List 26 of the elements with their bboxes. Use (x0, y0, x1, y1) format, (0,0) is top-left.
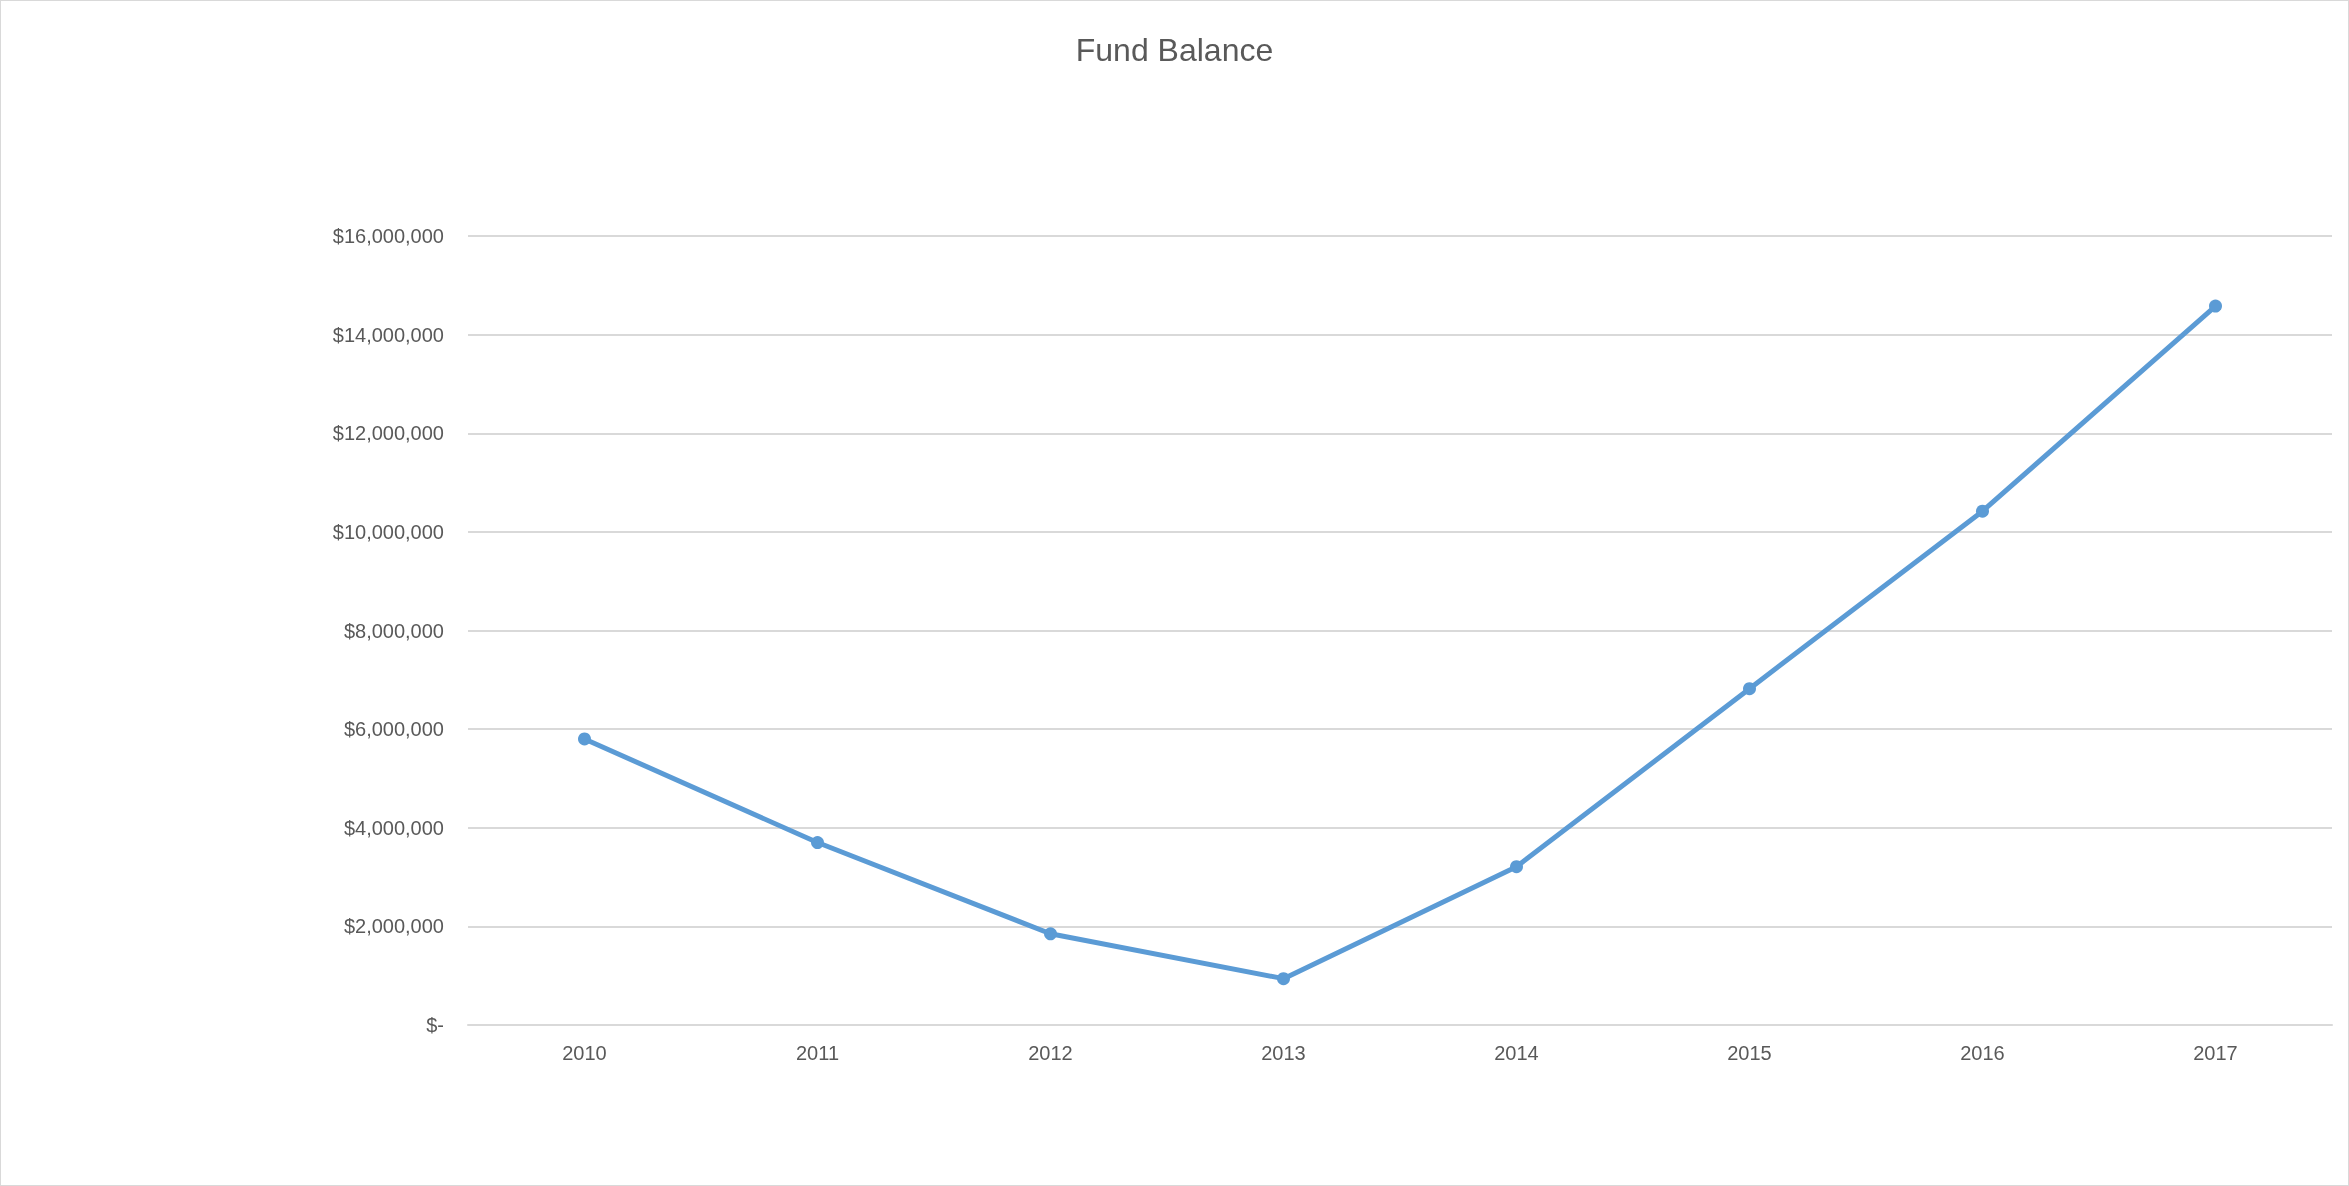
x-tick-label: 2010 (562, 1042, 607, 1064)
y-tick-label: $8,000,000 (343, 619, 444, 642)
y-tick-label: $16,000,000 (332, 225, 444, 247)
y-tick-label: $14,000,000 (332, 323, 444, 346)
point (1044, 927, 1057, 941)
point (578, 732, 591, 746)
point (2209, 299, 2222, 313)
y-tick-label: $4,000,000 (343, 816, 444, 839)
point (1743, 682, 1756, 696)
x-tick-label: 2012 (1028, 1042, 1073, 1064)
x-tick-label: 2014 (1494, 1042, 1539, 1064)
y-tick-label: $- (426, 1014, 444, 1036)
y-tick-label: $10,000,000 (332, 520, 444, 543)
x-tick-label: 2017 (2193, 1042, 2238, 1064)
x-tick-label: 2015 (1727, 1042, 1772, 1064)
x-tick-label: 2016 (1960, 1042, 2005, 1064)
x-tick-label: 2013 (1261, 1042, 1306, 1064)
chart-title: Fund Balance (1075, 32, 1274, 68)
y-tick-label: $12,000,000 (332, 422, 444, 445)
y-tick-label: $6,000,000 (343, 718, 444, 741)
y-tick-label: $2,000,000 (343, 915, 444, 938)
x-tick-label: 2011 (795, 1042, 840, 1064)
point (1277, 972, 1290, 986)
point (811, 836, 824, 850)
point (1976, 504, 1989, 518)
point (1510, 860, 1523, 874)
